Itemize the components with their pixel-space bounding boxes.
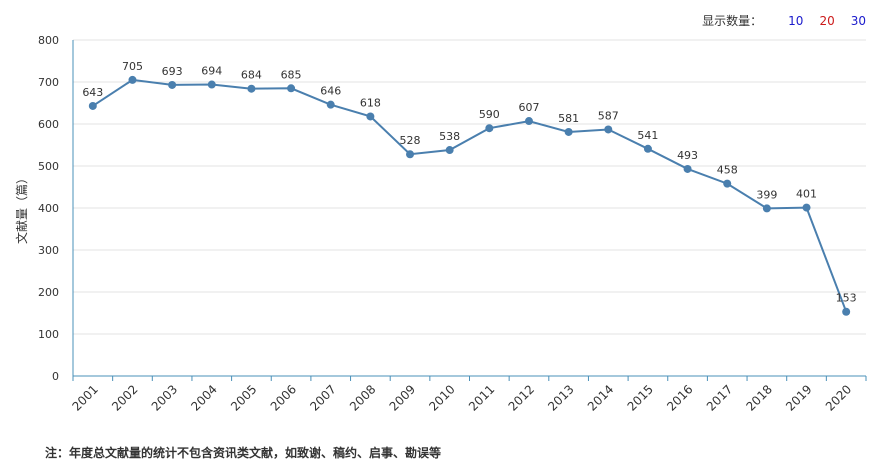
x-tick-labels: 2001 2002 2003 2004 2005 2006 2007 2008 2009 2010… xyxy=(69,382,854,413)
data-point[interactable] xyxy=(88,101,97,110)
data-point[interactable] xyxy=(762,204,771,213)
footnote: 注：年度总文献量的统计不包含资讯类文献，如致谢、稿约、启事、勘误等 xyxy=(45,446,442,460)
data-point[interactable] xyxy=(326,100,335,109)
x-tick-label: 2012 xyxy=(506,382,537,413)
data-point[interactable] xyxy=(842,307,851,316)
x-tick-label: 2020 xyxy=(823,382,854,413)
data-point[interactable] xyxy=(683,164,692,173)
data-point[interactable] xyxy=(287,84,296,93)
y-tick-label: 600 xyxy=(38,118,59,131)
x-tick-label: 2018 xyxy=(743,382,774,413)
y-tick-label: 700 xyxy=(38,76,59,89)
data-label: 581 xyxy=(558,112,579,125)
x-tick-label: 2003 xyxy=(149,382,180,413)
y-tick-label: 800 xyxy=(38,34,59,47)
x-tick-label: 2017 xyxy=(704,382,735,413)
x-tick-label: 2019 xyxy=(783,382,814,413)
data-point[interactable] xyxy=(524,117,533,126)
x-tick-label: 2008 xyxy=(347,382,378,413)
y-tick-label: 200 xyxy=(38,286,59,299)
grid-lines xyxy=(73,39,866,335)
data-points xyxy=(88,75,851,316)
data-label: 587 xyxy=(598,109,619,122)
data-point[interactable] xyxy=(247,84,256,93)
data-label: 618 xyxy=(360,96,381,109)
data-label: 694 xyxy=(201,65,222,78)
data-label: 401 xyxy=(796,188,817,201)
data-point[interactable] xyxy=(604,125,613,134)
x-tick-label: 2010 xyxy=(426,382,457,413)
data-point[interactable] xyxy=(366,112,375,121)
data-label: 493 xyxy=(677,149,698,162)
display-count-option-10[interactable]: 10 xyxy=(788,13,804,28)
data-label: 528 xyxy=(400,134,421,147)
y-tick-label: 0 xyxy=(52,370,59,383)
x-tick-label: 2006 xyxy=(268,382,299,413)
x-tick-label: 2002 xyxy=(109,382,140,413)
data-point[interactable] xyxy=(485,124,494,133)
series-line xyxy=(92,78,848,313)
x-tick-label: 2004 xyxy=(188,382,219,413)
data-point[interactable] xyxy=(406,150,415,159)
data-point[interactable] xyxy=(207,80,216,89)
series-path xyxy=(92,78,848,313)
y-tick-label: 100 xyxy=(38,328,59,341)
x-tick-label: 2001 xyxy=(69,382,100,413)
x-tick-label: 2014 xyxy=(585,382,616,413)
data-label: 646 xyxy=(320,85,341,98)
display-count-option-20[interactable]: 20 xyxy=(819,13,835,28)
data-point[interactable] xyxy=(168,80,177,89)
data-point[interactable] xyxy=(643,144,652,153)
x-tick-label: 2007 xyxy=(307,382,338,413)
y-tick-label: 400 xyxy=(38,202,59,215)
data-point[interactable] xyxy=(128,75,137,84)
x-tick-label: 2016 xyxy=(664,382,695,413)
data-point[interactable] xyxy=(564,127,573,136)
data-label: 693 xyxy=(162,65,183,78)
data-point[interactable] xyxy=(802,203,811,212)
display-count-option-30[interactable]: 30 xyxy=(850,13,866,28)
data-label: 684 xyxy=(241,69,262,82)
display-count-bar: 显示数量： 10 20 30 xyxy=(702,12,866,29)
x-tick-label: 2011 xyxy=(466,382,497,413)
display-count-label: 显示数量： xyxy=(702,14,763,28)
data-label: 590 xyxy=(479,108,500,121)
data-label: 643 xyxy=(82,86,103,99)
y-tick-labels: 0 100 200 300 400 500 600 700 800 xyxy=(38,34,59,383)
x-tick-label: 2005 xyxy=(228,382,259,413)
data-label: 685 xyxy=(281,68,302,81)
data-label: 153 xyxy=(836,292,857,305)
y-axis-title: 文献量（篇） xyxy=(14,172,29,244)
data-label: 399 xyxy=(756,188,777,201)
data-label: 607 xyxy=(518,101,539,114)
data-label: 458 xyxy=(717,164,738,177)
data-point[interactable] xyxy=(723,179,732,188)
x-tick-label: 2009 xyxy=(387,382,418,413)
x-tick-label: 2015 xyxy=(625,382,656,413)
data-label: 541 xyxy=(637,129,658,142)
data-point[interactable] xyxy=(445,146,454,155)
y-tick-label: 300 xyxy=(38,244,59,257)
y-tick-label: 500 xyxy=(38,160,59,173)
x-tick-label: 2013 xyxy=(545,382,576,413)
data-label: 705 xyxy=(122,60,143,73)
data-label: 538 xyxy=(439,130,460,143)
axes xyxy=(72,40,867,381)
data-labels: 643 705 693 694 684 685 646 618 528 538 590 607 581 5… xyxy=(82,60,856,305)
